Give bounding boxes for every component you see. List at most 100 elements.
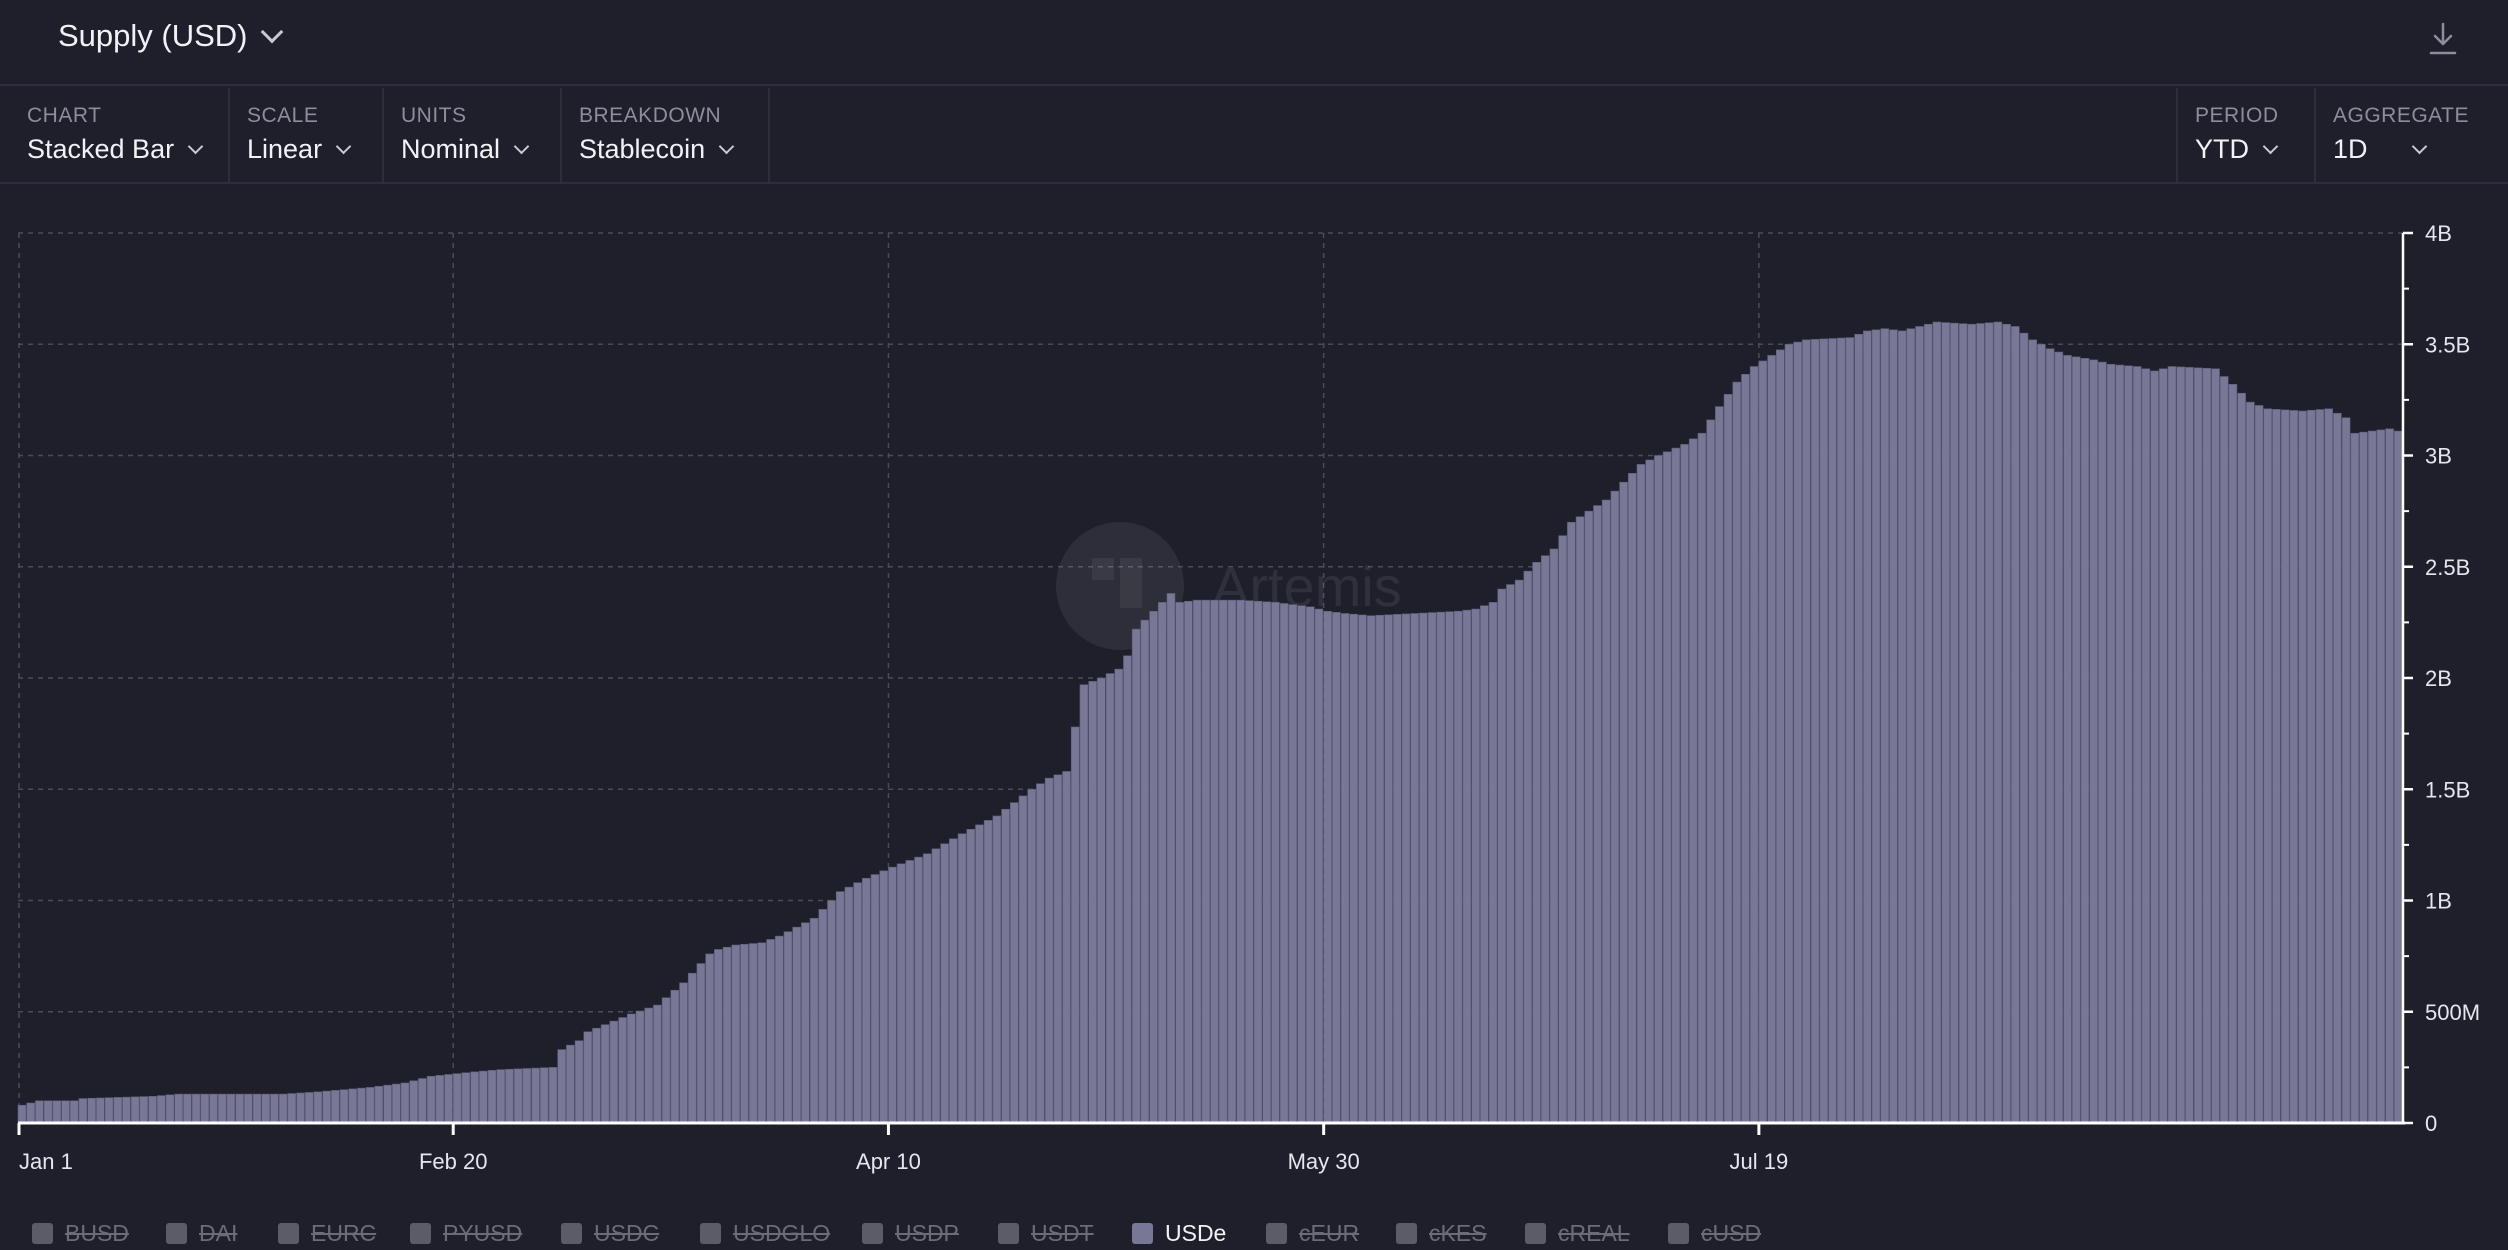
usde-bar (1410, 613, 1419, 1124)
usde-bar (862, 877, 871, 1124)
download-icon[interactable] (2428, 22, 2458, 56)
usde-bar (635, 1010, 645, 1124)
usde-bar (1601, 499, 1611, 1124)
legend-item-ceur[interactable]: cEUR (1266, 1220, 1359, 1247)
usde-bar (1358, 614, 1367, 1124)
legend-swatch (862, 1223, 883, 1244)
usde-bar (1567, 521, 1576, 1124)
legend-item-ckes[interactable]: cKES (1396, 1220, 1487, 1247)
usde-bar (2002, 323, 2011, 1124)
usde-bar (513, 1068, 523, 1124)
usde-bar (2098, 361, 2107, 1124)
usde-bar (566, 1044, 575, 1124)
usde-bar (1131, 628, 1141, 1124)
breakdown-value: Stablecoin (579, 134, 706, 164)
usde-bar (818, 909, 828, 1124)
usde-bar (183, 1093, 192, 1124)
usde-bar (331, 1090, 340, 1124)
aggregate-value: 1D (2333, 134, 2368, 164)
legend-item-eurc[interactable]: EURC (278, 1220, 376, 1247)
usde-bar (383, 1084, 392, 1124)
legend-swatch (1525, 1223, 1546, 1244)
period-label: PERIOD (2195, 104, 2279, 127)
usde-bar (461, 1072, 471, 1124)
breakdown-dropdown[interactable]: BREAKDOWN Stablecoin (562, 88, 770, 182)
usde-bar (2254, 405, 2264, 1124)
usde-bar (983, 820, 993, 1124)
scale-dropdown[interactable]: SCALE Linear (230, 88, 384, 182)
usde-bar (1532, 561, 1541, 1124)
scale-label: SCALE (247, 104, 319, 127)
legend-item-usdglo[interactable]: USDGLO (700, 1220, 830, 1247)
usde-bar (1575, 516, 1585, 1124)
metric-selector[interactable]: Supply (USD) (58, 18, 283, 54)
usde-bar (914, 856, 923, 1124)
aggregate-dropdown[interactable]: AGGREGATE 1D (2314, 88, 2508, 182)
legend-swatch (561, 1223, 582, 1244)
legend-item-usde[interactable]: USDe (1132, 1220, 1226, 1247)
scale-value: Linear (247, 134, 323, 164)
usde-bar (905, 860, 915, 1124)
usde-bar (252, 1093, 262, 1124)
usde-bar (1384, 614, 1393, 1124)
legend-label: cEUR (1299, 1220, 1360, 1246)
legend-item-usdp[interactable]: USDP (862, 1220, 959, 1247)
usde-bar (17, 1104, 27, 1124)
usde-bar (1514, 579, 1524, 1124)
y-tick-label: 3.5B (2425, 332, 2470, 357)
chart-title: Supply (USD) (58, 18, 248, 53)
usde-bar (2298, 410, 2307, 1124)
legend-item-usdc[interactable]: USDC (561, 1220, 659, 1247)
usde-bar (2202, 367, 2212, 1124)
legend-label: cUSD (1701, 1220, 1762, 1246)
chart-type-dropdown[interactable]: CHART Stacked Bar (10, 88, 230, 182)
usde-bar (670, 989, 680, 1124)
usde-bar (174, 1093, 183, 1124)
usde-bar (2141, 368, 2151, 1124)
chevron-down-icon (718, 138, 735, 154)
x-tick-label: Feb 20 (419, 1149, 488, 1174)
usde-bar (1619, 481, 1628, 1124)
legend-item-busd[interactable]: BUSD (32, 1220, 129, 1247)
usde-bar (1741, 373, 1750, 1124)
usde-bar (104, 1097, 114, 1124)
usde-bar (2106, 363, 2116, 1124)
usde-bar (2019, 332, 2029, 1124)
usde-bar (1436, 611, 1446, 1124)
usde-bar (827, 900, 836, 1124)
usde-bar (1845, 337, 1855, 1124)
usde-bar (322, 1090, 331, 1124)
usde-bar (1628, 472, 1637, 1124)
usde-bar (400, 1082, 410, 1124)
usde-bar (1915, 326, 1924, 1124)
usde-bar (496, 1069, 506, 1124)
legend-item-usdt[interactable]: USDT (998, 1220, 1094, 1247)
usde-bar (1523, 570, 1533, 1124)
usde-bar (69, 1100, 79, 1124)
period-dropdown[interactable]: PERIOD YTD (2176, 88, 2314, 182)
usde-bar (1314, 608, 1324, 1124)
usde-bar (1105, 673, 1115, 1124)
usde-bar (2037, 343, 2046, 1124)
legend-swatch (410, 1223, 431, 1244)
legend-item-cusd[interactable]: cUSD (1668, 1220, 1761, 1247)
legend-swatch (1266, 1223, 1287, 1244)
usde-bar (348, 1088, 358, 1124)
legend-item-dai[interactable]: DAI (166, 1220, 237, 1247)
usde-bar (426, 1075, 436, 1124)
usde-bar (78, 1098, 88, 1124)
usde-bar (270, 1093, 279, 1124)
usde-bar (2150, 370, 2159, 1124)
usde-bar (1732, 381, 1742, 1124)
usde-bar (583, 1031, 593, 1124)
legend-item-pyusd[interactable]: PYUSD (410, 1220, 522, 1247)
x-tick-label: Apr 10 (856, 1149, 921, 1174)
legend-item-creal[interactable]: cREAL (1525, 1220, 1630, 1247)
breakdown-label: BREAKDOWN (579, 104, 722, 127)
usde-bar (809, 917, 819, 1124)
usde-bar (1070, 726, 1080, 1124)
usde-bar (2341, 417, 2351, 1124)
usde-bar (1271, 602, 1280, 1124)
units-dropdown[interactable]: UNITS Nominal (384, 88, 562, 182)
usde-bar (792, 926, 801, 1124)
